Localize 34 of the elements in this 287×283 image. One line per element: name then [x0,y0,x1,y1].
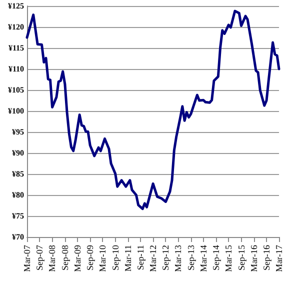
x-tick-label: Mar-11 [122,245,133,272]
y-tick-label: ¥100 [8,106,24,116]
y-tick-label: ¥70 [12,232,24,242]
x-tick-label: Mar-12 [148,245,158,272]
y-tick-label: ¥110 [8,64,24,74]
x-tick-label: Sep-12 [160,245,171,270]
x-tick-label: Mar-17 [274,244,284,272]
y-tick-label: ¥125 [8,2,24,10]
x-tick-label: Sep-11 [135,245,146,270]
x-tick-label: Sep-08 [60,244,70,270]
x-tick-label: Mar-15 [224,244,234,272]
x-tick-label: Mar-13 [173,244,184,272]
x-tick-label: Sep-07 [34,244,45,270]
x-tick-label: Sep-13 [186,244,196,270]
line-series [26,10,280,210]
x-tick-label: Mar-16 [248,244,259,272]
x-tick-label: Mar-09 [72,244,82,272]
y-tick-label: ¥115 [8,44,24,52]
y-tick-label: ¥85 [12,170,24,178]
x-tick-label: Mar-08 [47,244,58,272]
y-tick-label: ¥75 [12,212,24,220]
y-tick-label: ¥120 [8,22,24,32]
y-tick-label: ¥80 [12,190,24,200]
y-tick-label: ¥95 [12,128,24,136]
x-tick-label: Sep-10 [110,244,120,270]
x-tick-label: Sep-16 [262,244,272,270]
x-tick-label: Sep-15 [236,244,246,270]
y-tick-label: ¥90 [12,148,24,158]
x-tick-label: Mar-14 [198,244,208,272]
x-tick-label: Sep-09 [85,244,96,270]
x-tick-label: Mar-10 [98,244,108,272]
x-tick-label: Mar-07 [22,244,32,272]
x-tick-label: Sep-14 [211,244,222,270]
y-tick-label: ¥105 [8,86,24,94]
